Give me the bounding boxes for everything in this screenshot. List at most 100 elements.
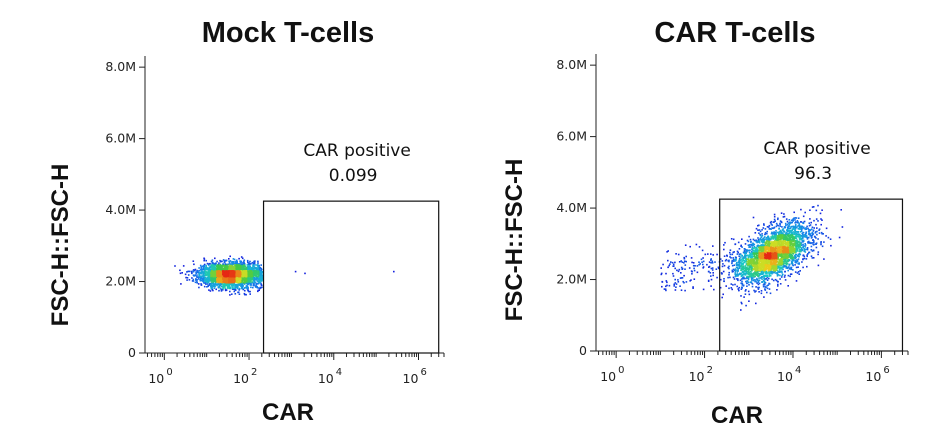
event-dot: [201, 270, 203, 272]
event-dot: [780, 261, 783, 264]
event-dot: [214, 262, 216, 265]
event-dot: [787, 253, 789, 256]
event-dot: [240, 278, 242, 280]
event-dot: [749, 254, 751, 256]
event-dot: [768, 240, 770, 243]
event-dot: [771, 235, 774, 237]
event-dot: [764, 236, 766, 238]
event-dot: [758, 232, 760, 234]
event-dot: [802, 222, 805, 225]
event-dot: [766, 279, 769, 281]
x-tick-exponent: 4: [795, 365, 801, 376]
event-dot: [759, 274, 761, 276]
event-dot: [717, 267, 720, 270]
event-dot: [748, 235, 750, 238]
event-dot: [243, 287, 246, 289]
event-dot: [780, 212, 783, 214]
event-dot: [797, 231, 799, 234]
event-dot: [672, 275, 675, 277]
event-dot: [233, 272, 235, 275]
event-dot: [202, 270, 204, 273]
event-dot: [737, 288, 739, 290]
event-dot: [756, 254, 758, 256]
event-dot: [226, 283, 229, 285]
event-dot: [768, 237, 770, 240]
event-dot: [773, 232, 775, 234]
event-dot: [742, 259, 744, 261]
event-dot: [792, 231, 794, 233]
event-dot: [203, 285, 206, 288]
event-dot: [245, 285, 248, 287]
event-dot: [244, 271, 246, 274]
event-dot: [698, 263, 700, 266]
event-dot: [803, 220, 806, 223]
event-dot: [192, 270, 195, 273]
event-dot: [781, 271, 783, 274]
event-dot: [811, 226, 814, 229]
event-dot: [224, 269, 226, 271]
event-dot: [239, 280, 241, 283]
event-dot: [240, 275, 243, 278]
event-dot: [803, 250, 806, 252]
event-dot: [754, 257, 756, 260]
event-dot: [728, 259, 730, 262]
event-dot: [721, 273, 723, 275]
event-dot: [231, 269, 234, 271]
event-dot: [206, 278, 208, 281]
event-dot: [790, 219, 793, 222]
event-dot: [225, 275, 227, 277]
event-dot: [225, 282, 228, 284]
event-dot: [242, 288, 245, 291]
event-dot: [244, 274, 246, 276]
event-dot: [710, 267, 713, 270]
event-dot: [759, 230, 762, 233]
event-dot: [702, 267, 704, 269]
event-dot: [235, 286, 238, 289]
event-dot: [200, 284, 203, 286]
event-dot: [715, 268, 718, 270]
event-dot: [804, 211, 806, 214]
event-dot: [820, 231, 823, 234]
event-dot: [761, 246, 763, 249]
event-dot: [710, 278, 713, 281]
event-dot: [216, 278, 218, 280]
event-dot: [738, 253, 741, 255]
event-dot: [231, 272, 233, 274]
event-dot: [746, 280, 748, 282]
event-dot: [220, 260, 222, 262]
event-dot: [234, 286, 236, 288]
event-dot: [802, 241, 804, 243]
event-dot: [229, 287, 232, 290]
event-dot: [701, 261, 703, 263]
event-dot: [765, 277, 768, 280]
event-dot: [666, 284, 668, 287]
event-dot: [199, 276, 202, 279]
event-dot: [195, 279, 197, 281]
event-dot: [212, 284, 214, 286]
event-dot: [723, 248, 725, 251]
event-dot: [231, 261, 233, 264]
event-dot: [758, 291, 760, 293]
event-dot: [800, 237, 803, 240]
event-dot: [743, 261, 746, 264]
event-dot: [812, 233, 814, 236]
event-dot: [750, 261, 752, 263]
event-dot: [740, 288, 743, 290]
event-dot: [242, 263, 244, 265]
event-dot: [795, 234, 798, 237]
event-dot: [258, 289, 260, 291]
event-dot: [245, 286, 247, 289]
event-dot: [741, 267, 743, 269]
event-dot: [215, 275, 217, 278]
event-dot: [753, 254, 756, 256]
event-dot: [253, 274, 255, 276]
event-dot: [198, 286, 200, 289]
event-dot: [773, 227, 775, 229]
event-dot: [754, 291, 756, 293]
x-tick-exponent: 6: [420, 367, 426, 378]
event-dot: [749, 275, 751, 278]
event-dot: [260, 276, 262, 278]
event-dot: [742, 263, 744, 266]
event-dot: [226, 273, 228, 275]
event-dot: [810, 221, 812, 224]
